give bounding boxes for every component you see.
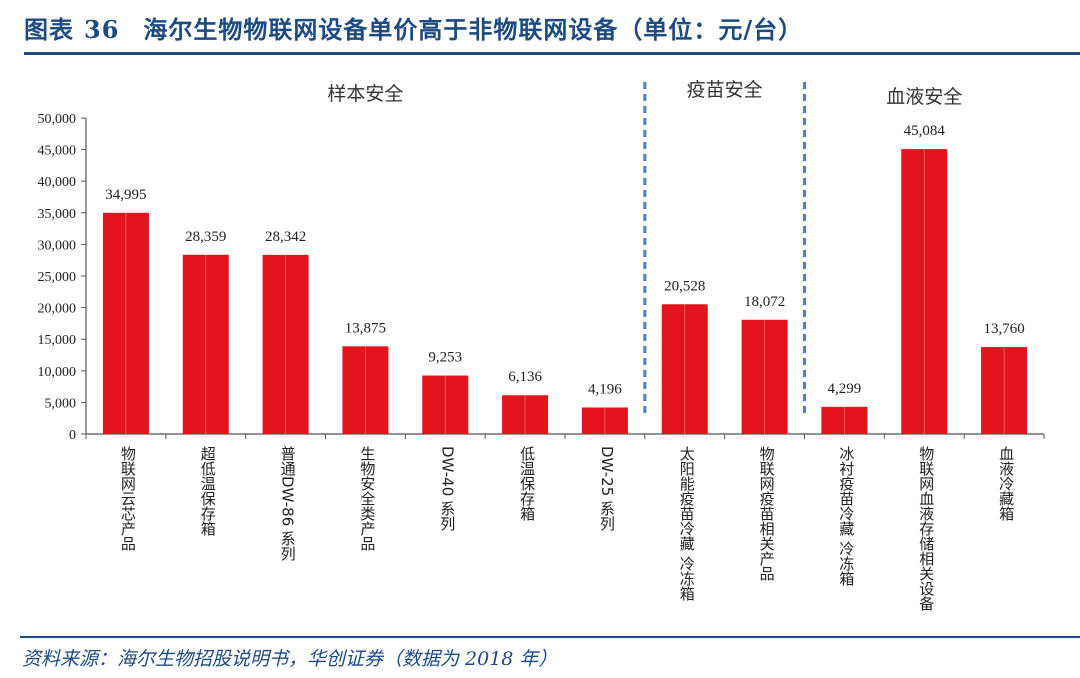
group-label: 疫苗安全 xyxy=(687,79,763,101)
y-tick-label: 25,000 xyxy=(38,270,77,285)
data-label: 28,342 xyxy=(265,229,306,245)
y-tick-label: 0 xyxy=(69,428,76,443)
x-tick-label: DW-25 系列 xyxy=(598,446,616,532)
data-label: 45,084 xyxy=(904,123,946,139)
data-label: 13,875 xyxy=(345,320,386,336)
x-tick-label: 物联网疫苗相关产品 xyxy=(758,446,776,581)
y-tick-label: 15,000 xyxy=(38,333,77,348)
x-tick-label: 物联网云芯产品 xyxy=(119,446,137,551)
data-label: 34,995 xyxy=(105,187,146,203)
figure-number: 36 xyxy=(84,15,120,44)
data-label: 28,359 xyxy=(185,229,226,245)
x-tick-label: 冰衬疫苗冷藏 冷冻箱 xyxy=(837,446,855,586)
figure-label: 图表 xyxy=(24,15,74,44)
figure-title-text: 海尔生物物联网设备单价高于非物联网设备（单位：元/台） xyxy=(143,15,804,44)
y-tick-label: 20,000 xyxy=(38,302,77,317)
y-tick-label: 35,000 xyxy=(38,207,77,222)
bar-chart: 0 5,000 10,000 15,000 20,000 25,000 30,000 35,0… xyxy=(38,79,1045,611)
group-label: 血液安全 xyxy=(886,86,962,108)
x-tick-label: DW-40 系列 xyxy=(438,446,456,532)
data-label: 4,299 xyxy=(828,381,862,397)
data-label: 9,253 xyxy=(428,350,462,366)
x-tick-label: 生物安全类产品 xyxy=(358,446,376,551)
data-label: 13,760 xyxy=(983,321,1024,337)
x-tick-label: 低温保存箱 xyxy=(518,446,536,521)
x-tick-label: 超低温保存箱 xyxy=(199,446,217,536)
source-note: 资料来源：海尔生物招股说明书，华创证券（数据为 2018 年） xyxy=(22,648,558,670)
y-tick-label: 40,000 xyxy=(38,175,77,190)
source-rule xyxy=(20,636,1080,638)
x-tick-label: 物联网血液存储相关设备 xyxy=(917,446,935,611)
title-rule xyxy=(24,52,1080,55)
x-tick-label: 普通DW-86 系列 xyxy=(279,446,297,562)
group-label: 样本安全 xyxy=(327,83,403,105)
x-tick-label: 太阳能疫苗冷藏 冷冻箱 xyxy=(678,446,696,601)
data-label: 20,528 xyxy=(664,278,705,294)
data-label: 6,136 xyxy=(508,369,542,385)
figure-title: 图表 36 海尔生物物联网设备单价高于非物联网设备（单位：元/台） xyxy=(24,10,803,46)
y-tick-label: 10,000 xyxy=(38,365,77,380)
y-tick-label: 45,000 xyxy=(38,144,77,159)
x-tick-label: 血液冷藏箱 xyxy=(997,446,1015,521)
data-label: 4,196 xyxy=(588,381,622,397)
data-label: 18,072 xyxy=(744,294,785,310)
y-tick-label: 30,000 xyxy=(38,238,77,253)
y-tick-label: 5,000 xyxy=(45,396,77,411)
y-tick-label: 50,000 xyxy=(38,112,77,127)
